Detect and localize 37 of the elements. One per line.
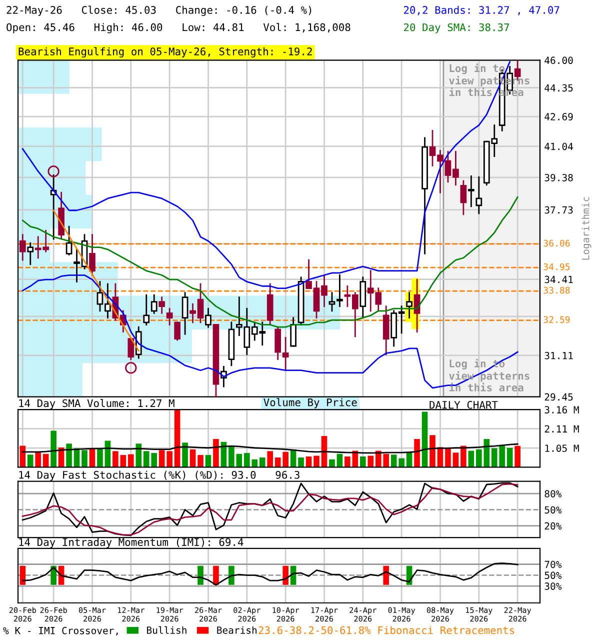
y-tick-label: 30%: [544, 582, 562, 590]
chart-title: 14 Day Intraday Momentum (IMI): 69.4: [19, 538, 244, 548]
text: DAILY CHART: [430, 400, 498, 409]
y-tick-label: 20%: [544, 522, 562, 530]
text: 20,2 Bands: 31.27 , 47.07: [404, 6, 560, 16]
ref-line-label: 34.95: [544, 263, 570, 270]
y-tick-label: 46.00: [544, 56, 573, 64]
y-tick-label: 44.35: [544, 84, 573, 92]
y-tick-label: 1.05 M: [545, 444, 579, 452]
y-tick-label: 50%: [544, 572, 562, 579]
ref-line-label: 32.59: [544, 316, 570, 323]
text: 20 Day SMA: 38.37: [404, 23, 510, 34]
text: 22-May-26 Close: 45.03 Change: -0.16 (-0.4 %): [6, 6, 312, 16]
y-tick-label: 50%: [544, 506, 562, 514]
chart-title: 14 Day Fast Stochastic (%K) (%D): 93.0 96.3: [19, 470, 300, 481]
y-tick-label: 34.41: [544, 276, 573, 284]
legend-label: Bearish: [217, 626, 256, 634]
y-tick-label: 70%: [544, 560, 562, 568]
y-tick-label: 41.04: [544, 142, 573, 150]
y-tick-label: 80%: [544, 490, 562, 498]
chart-title: 14 Day SMA Volume: 1.27 M: [19, 399, 174, 410]
y-tick-label: 31.11: [544, 352, 573, 360]
ref-line-label: 33.88: [544, 286, 570, 294]
legend-title: % K - IMI Crossover,: [3, 626, 118, 636]
legend-label: Bullish: [147, 626, 186, 634]
chart-title: Bearish Engulfing on 05-May-26, Strength: -19.2: [18, 47, 312, 58]
y-tick-label: 39.38: [544, 174, 573, 182]
text: Volume By Price: [264, 398, 357, 408]
y-tick-label: 3.16 M: [544, 406, 579, 414]
y-tick-label: 37.73: [544, 206, 573, 214]
y-axis-title: Logarithmic: [582, 197, 592, 260]
y-tick-label: 29.45: [544, 393, 573, 401]
text: Open: 45.46 High: 46.00 Low: 44.81 Vol: 1,168,008: [6, 23, 350, 34]
ref-line-label: 36.06: [544, 240, 570, 247]
text: 23.6-38.2-50-61.8% Fibonacci Retracements: [258, 626, 514, 634]
y-tick-label: 42.69: [544, 113, 573, 120]
y-tick-label: 2.11 M: [544, 425, 579, 432]
